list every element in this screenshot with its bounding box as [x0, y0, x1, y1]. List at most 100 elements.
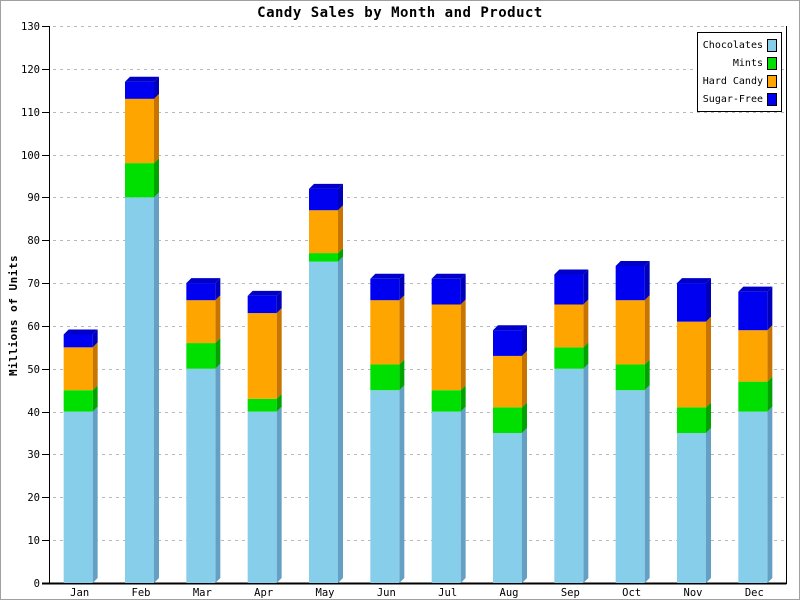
bar-segment-Mar-Hard-Candy	[186, 300, 216, 344]
x-category-label: Apr	[254, 587, 273, 599]
bar-side-Feb-Chocolates	[154, 192, 159, 583]
bar-segment-Jan-Hard-Candy	[63, 347, 93, 391]
bar-side-Sep-Sugar-Free	[583, 269, 589, 305]
bar-segment-Apr-Sugar-Free	[247, 295, 277, 314]
bar-side-Aug-Hard-Candy	[522, 350, 527, 408]
y-tick-label: 0	[34, 578, 40, 590]
bar-side-Aug-Sugar-Free	[522, 325, 527, 356]
y-tick-label: 50	[27, 364, 40, 376]
bar-segment-Jun-Hard-Candy	[370, 300, 400, 365]
bar-side-May-Sugar-Free	[338, 183, 343, 211]
y-axis-title: Millions of Units	[7, 254, 20, 376]
bar-segment-Apr-Hard-Candy	[247, 313, 277, 399]
bar-top-Jul	[431, 273, 466, 279]
bar-side-Sep-Hard-Candy	[583, 299, 589, 348]
bar-side-Oct-Sugar-Free	[644, 260, 650, 301]
x-category-label: Dec	[745, 587, 764, 599]
bar-top-Sep	[554, 269, 589, 275]
x-category-label: Oct	[622, 587, 641, 599]
bar-side-Apr-Hard-Candy	[276, 308, 282, 399]
legend-label: Mints	[732, 57, 763, 69]
bar-side-Mar-Mints	[215, 338, 221, 369]
bar-side-Oct-Chocolates	[644, 385, 650, 583]
y-tick-label: 120	[21, 64, 40, 76]
bar-segment-Jun-Mints	[370, 364, 400, 391]
legend-item-mints: Mints	[701, 55, 777, 71]
x-category-label: Jul	[438, 587, 457, 599]
bar-side-Dec-Mints	[767, 376, 773, 412]
bar-segment-Mar-Sugar-Free	[186, 283, 216, 301]
legend-item-chocolates: Chocolates	[701, 37, 777, 53]
y-tick-label: 60	[27, 321, 40, 333]
bar-segment-Sep-Chocolates	[554, 368, 584, 583]
bar-top-Dec	[738, 286, 773, 292]
bar-segment-Apr-Chocolates	[247, 411, 277, 583]
bar-side-Jun-Hard-Candy	[399, 295, 405, 365]
bar-segment-Sep-Sugar-Free	[554, 274, 584, 305]
bar-segment-Aug-Sugar-Free	[493, 330, 522, 356]
bar-top-Oct	[615, 260, 650, 266]
legend-label: Hard Candy	[702, 75, 763, 87]
legend-label: Sugar-Free	[702, 93, 763, 105]
x-category-label: May	[316, 587, 335, 599]
bar-side-Jan-Chocolates	[92, 406, 98, 583]
bar-segment-Nov-Mints	[677, 407, 706, 434]
bar-segment-Oct-Mints	[615, 364, 645, 391]
bar-side-Jan-Sugar-Free	[92, 329, 98, 348]
bar-side-Oct-Hard-Candy	[644, 295, 650, 365]
bar-side-Mar-Hard-Candy	[215, 295, 221, 344]
bar-segment-Nov-Chocolates	[677, 433, 706, 583]
bar-top-Feb	[125, 76, 159, 82]
bar-side-Jul-Sugar-Free	[460, 273, 466, 305]
bar-side-Sep-Mints	[583, 342, 589, 369]
bar-segment-Jan-Chocolates	[63, 411, 93, 583]
x-category-label: Aug	[500, 587, 519, 599]
bar-side-Dec-Chocolates	[767, 406, 773, 583]
bar-segment-Oct-Hard-Candy	[615, 300, 645, 365]
bar-segment-Dec-Hard-Candy	[738, 330, 768, 382]
bar-segment-Aug-Chocolates	[493, 433, 522, 583]
bar-segment-Aug-Hard-Candy	[493, 355, 522, 408]
x-category-label: Mar	[193, 587, 212, 599]
bar-side-Apr-Sugar-Free	[276, 290, 282, 314]
legend: Chocolates Mints Hard Candy Sugar-Free	[697, 32, 782, 112]
bar-side-May-Mints	[338, 248, 343, 262]
bar-segment-Aug-Mints	[493, 407, 522, 434]
bar-segment-Sep-Mints	[554, 347, 584, 369]
y-tick-label: 30	[27, 449, 40, 461]
x-category-label: Sep	[561, 587, 580, 599]
legend-swatch	[767, 74, 777, 88]
bar-side-Nov-Chocolates	[706, 428, 711, 583]
bar-side-Feb-Mints	[154, 158, 159, 198]
bar-segment-Jan-Mints	[63, 390, 93, 412]
bar-segment-Oct-Chocolates	[615, 390, 645, 583]
y-tick-label: 20	[27, 492, 40, 504]
bar-segment-Sep-Hard-Candy	[554, 304, 584, 348]
legend-item-sugar-free: Sugar-Free	[701, 91, 777, 107]
bar-top-Aug	[493, 325, 527, 331]
bar-side-Jun-Sugar-Free	[399, 273, 405, 301]
y-tick-label: 110	[21, 107, 40, 119]
legend-item-hard-candy: Hard Candy	[701, 73, 777, 89]
bar-segment-Nov-Hard-Candy	[677, 321, 706, 408]
bar-side-Apr-Mints	[276, 393, 282, 412]
bar-segment-Jul-Sugar-Free	[431, 278, 461, 305]
bar-segment-Feb-Mints	[125, 163, 154, 198]
bar-segment-May-Sugar-Free	[309, 188, 338, 211]
bar-side-May-Chocolates	[338, 256, 343, 583]
legend-label: Chocolates	[702, 39, 763, 51]
bar-segment-Mar-Chocolates	[186, 368, 216, 583]
bar-side-Aug-Chocolates	[522, 428, 527, 583]
x-category-label: Jun	[377, 587, 396, 599]
bar-segment-Jul-Hard-Candy	[431, 304, 461, 391]
bar-side-Nov-Mints	[706, 402, 711, 434]
bar-top-May	[309, 183, 343, 189]
bar-side-Dec-Hard-Candy	[767, 325, 773, 382]
bar-segment-Dec-Sugar-Free	[738, 291, 768, 331]
bar-side-Jul-Mints	[460, 385, 466, 412]
bar-side-Jul-Hard-Candy	[460, 299, 466, 391]
y-tick-label: 40	[27, 407, 40, 419]
bar-side-Jun-Mints	[399, 359, 405, 391]
legend-swatch	[767, 56, 777, 70]
